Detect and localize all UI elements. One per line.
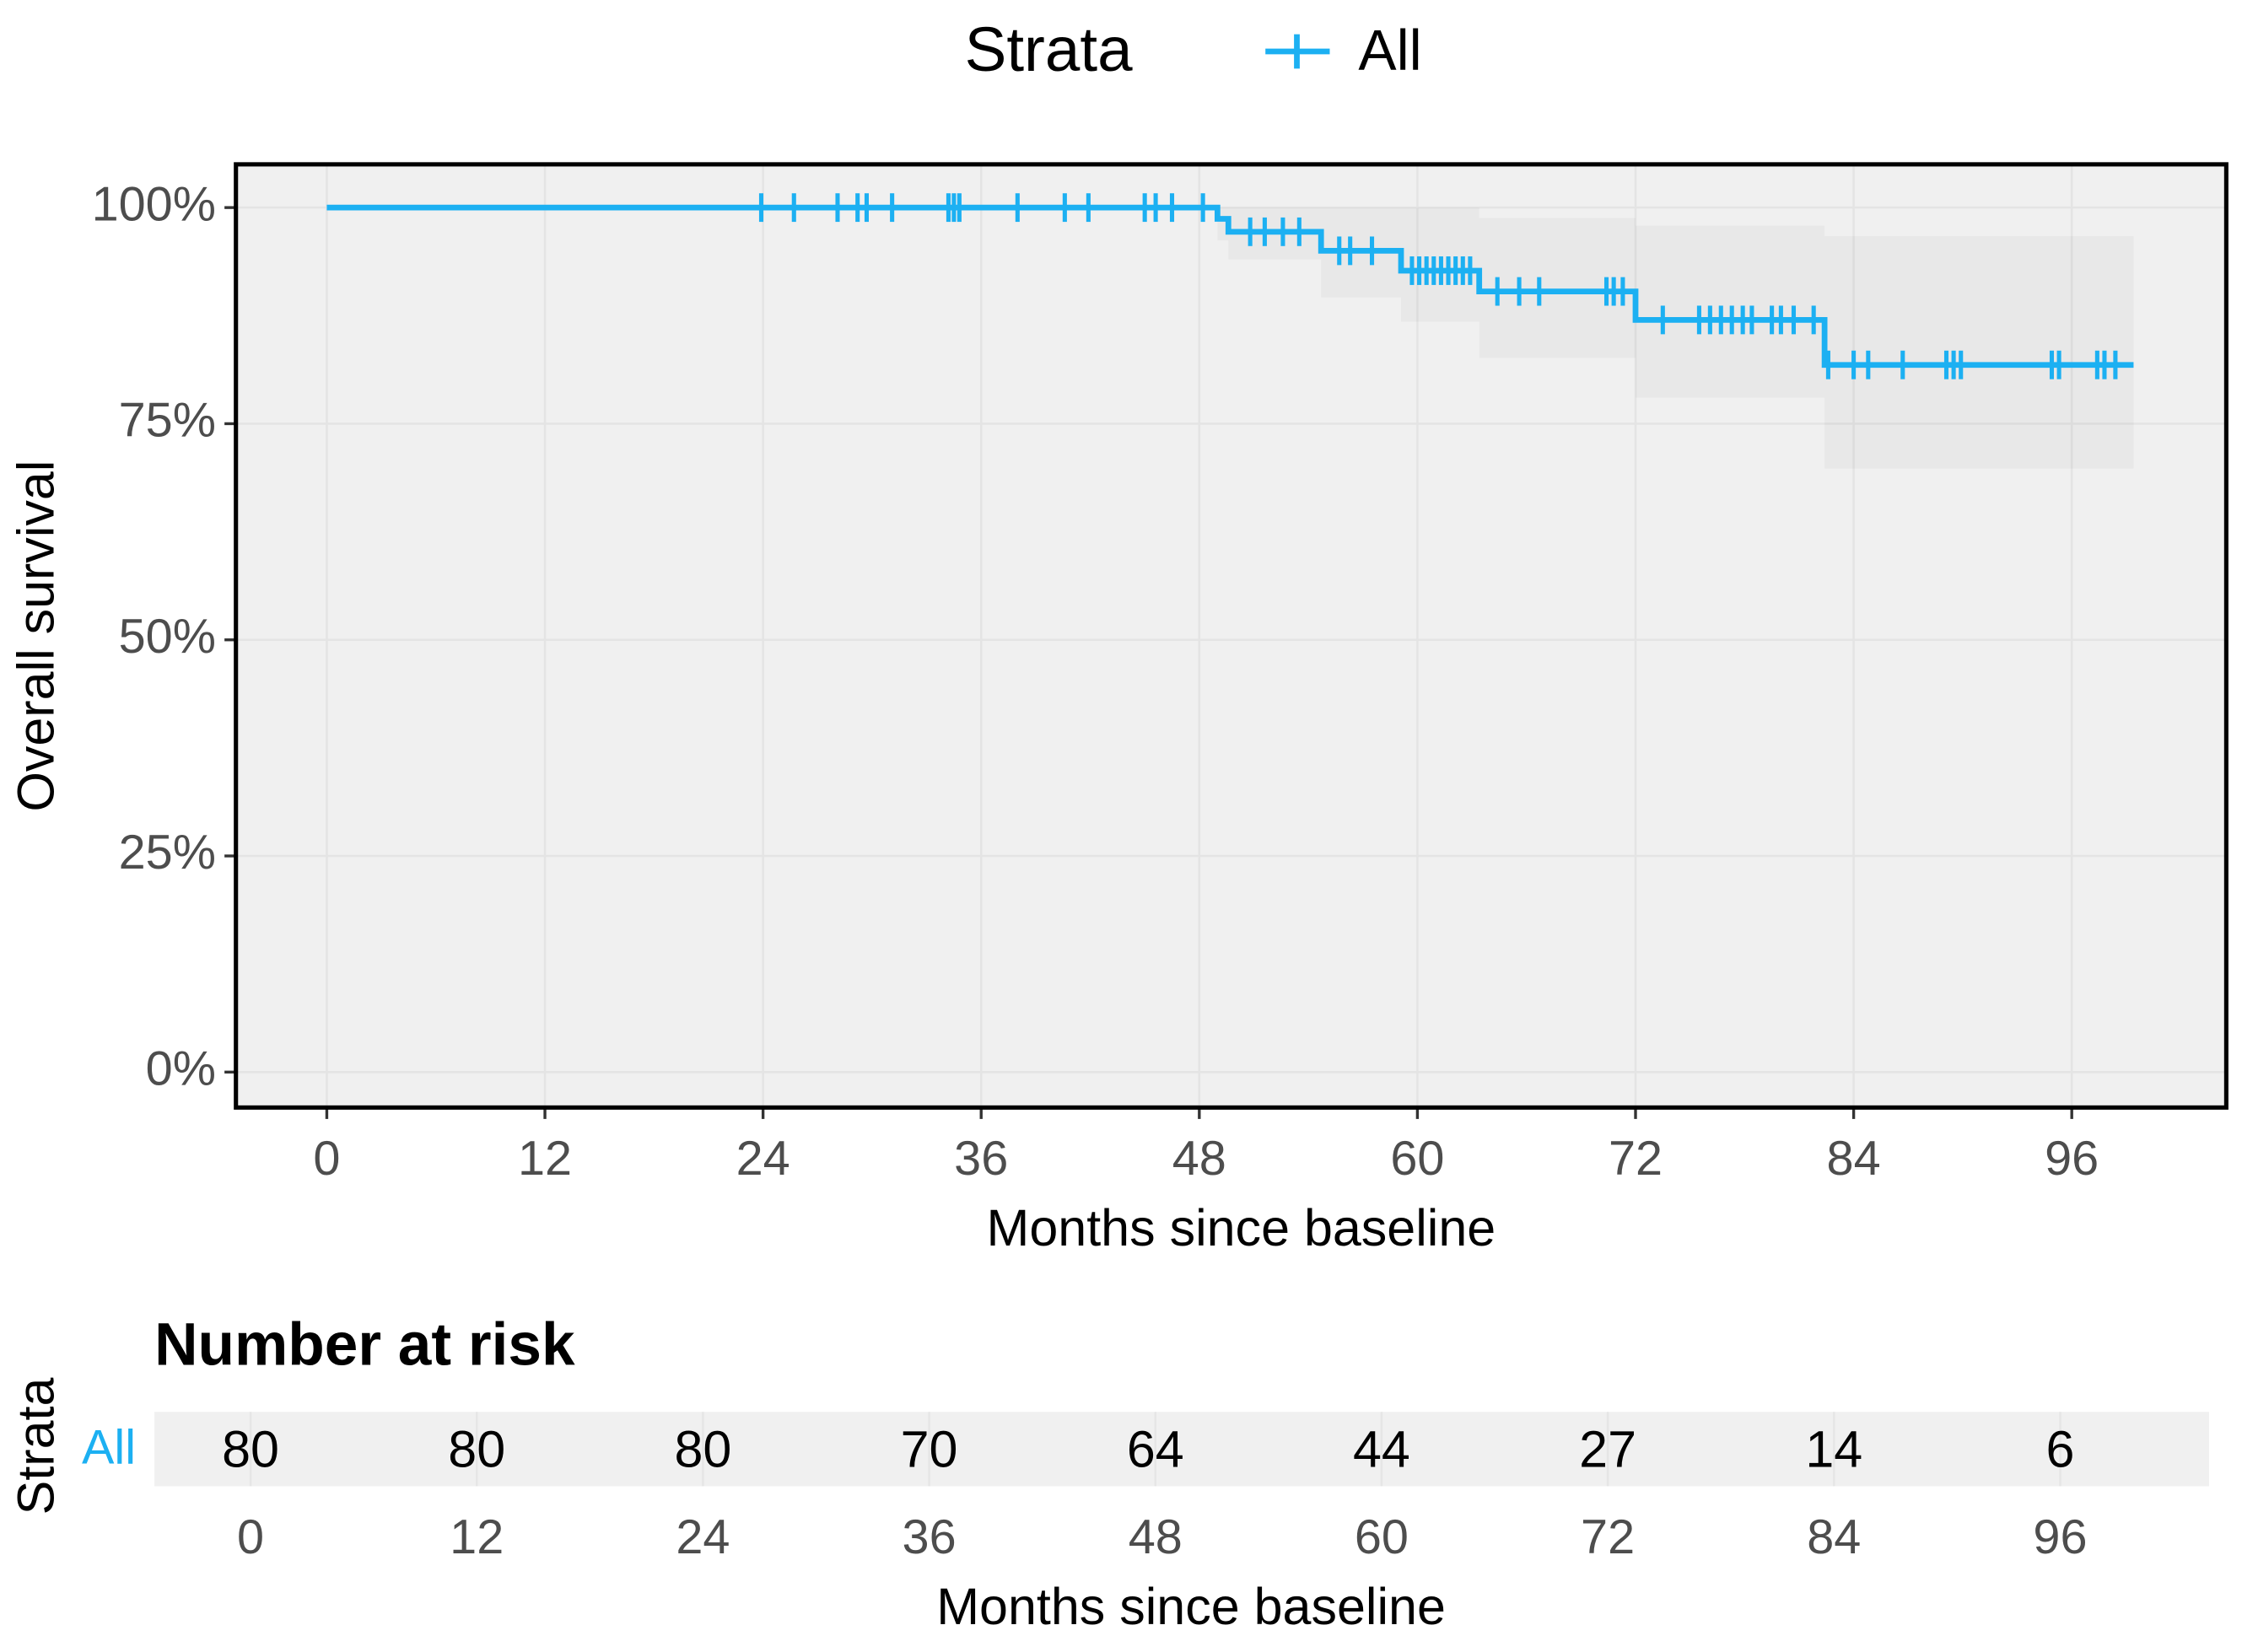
x-tick-label: 36 <box>903 1510 957 1564</box>
x-tick-label: 36 <box>954 1132 1008 1186</box>
x-tick-label: 48 <box>1172 1132 1226 1186</box>
risk-count: 44 <box>1353 1421 1410 1478</box>
x-tick-label: 60 <box>1355 1510 1409 1564</box>
risk-count: 80 <box>674 1421 731 1478</box>
plot-panel <box>235 164 2227 1108</box>
risk-table-x-title: Months since baseline <box>936 1578 1446 1635</box>
risk-count: 6 <box>2045 1421 2074 1478</box>
x-tick-label: 60 <box>1390 1132 1444 1186</box>
legend-label: All <box>1358 19 1421 82</box>
y-tick-label: 100% <box>92 177 216 231</box>
x-tick-label: 96 <box>2045 1132 2099 1186</box>
x-tick-label: 24 <box>736 1132 790 1186</box>
risk-count: 70 <box>901 1421 958 1478</box>
risk-table-y-title: Strata <box>8 1378 65 1515</box>
x-tick-label: 24 <box>676 1510 730 1564</box>
plot-border <box>234 162 2229 1110</box>
x-tick-label: 12 <box>518 1132 572 1186</box>
x-axis-title: Months since baseline <box>987 1199 1496 1256</box>
y-axis-title: Overall survival <box>8 460 65 812</box>
x-tick-label: 96 <box>2033 1510 2087 1564</box>
x-tick-label: 84 <box>1827 1132 1881 1186</box>
x-tick-label: 0 <box>237 1510 264 1564</box>
x-tick-label: 84 <box>1807 1510 1861 1564</box>
x-tick-label: 72 <box>1609 1132 1663 1186</box>
strata-label: All <box>82 1420 136 1474</box>
y-tick-label: 25% <box>119 826 216 880</box>
x-tick-label: 48 <box>1129 1510 1183 1564</box>
x-tick-label: 0 <box>313 1132 340 1186</box>
y-tick-label: 50% <box>119 610 216 664</box>
legend-title: Strata <box>965 13 1133 84</box>
risk-count: 80 <box>448 1421 505 1478</box>
y-tick-label: 75% <box>119 394 216 448</box>
y-tick-label: 0% <box>146 1042 216 1096</box>
x-tick-label: 72 <box>1581 1510 1635 1564</box>
chart-layer: 0% 25% 50% 75% 100% 0 12 24 36 48 60 72 84 96 All 0 12 24… <box>82 19 2227 1564</box>
x-tick-label: 12 <box>450 1510 504 1564</box>
risk-table-title: Number at risk <box>154 1312 575 1379</box>
risk-count: 27 <box>1579 1421 1636 1478</box>
risk-count: 80 <box>222 1421 279 1478</box>
risk-table-band <box>154 1412 2210 1487</box>
risk-count: 64 <box>1127 1421 1184 1478</box>
risk-count: 14 <box>1805 1421 1862 1478</box>
